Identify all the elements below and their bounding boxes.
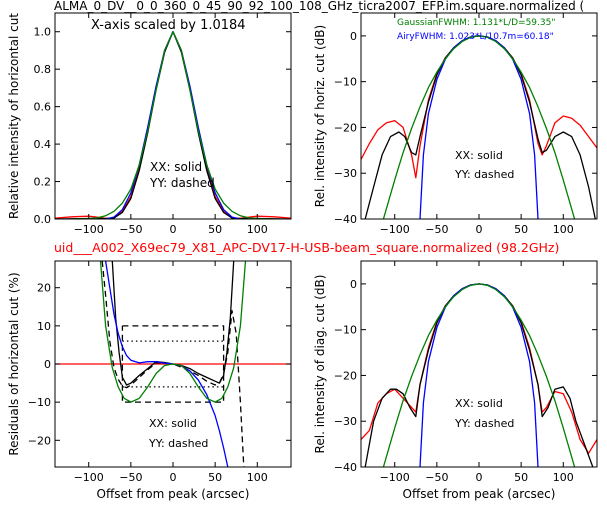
- chart-annotation: XX: solid: [150, 160, 202, 174]
- x-tick-label: −50: [425, 223, 448, 236]
- x-tick-label: −100: [74, 223, 104, 236]
- x-tick-label: 100: [553, 471, 574, 484]
- series-line: [55, 31, 291, 219]
- chart-annotation: X-axis scaled by 1.0184: [91, 18, 246, 33]
- x-tick-label: 0: [170, 471, 177, 484]
- series-line: [364, 283, 594, 467]
- y-tick-label: 0.2: [34, 176, 52, 189]
- series-line: [104, 261, 229, 467]
- series-line: [111, 261, 235, 386]
- y-tick-label: 0: [350, 278, 357, 291]
- x-tick-label: 50: [514, 223, 528, 236]
- chart-annotation: XX: solid: [455, 397, 503, 410]
- series-line: [364, 35, 596, 219]
- y-tick-label: 0.8: [34, 63, 52, 76]
- plot-area: [55, 261, 291, 467]
- series-line: [105, 31, 241, 219]
- y-tick-label: −20: [28, 434, 51, 447]
- y-tick-label: −10: [334, 76, 357, 89]
- y-axis-label: Relative intensity of horizontal cut: [7, 13, 21, 219]
- y-tick-label: −10: [28, 396, 51, 409]
- legend-entry: GaussianFWHM: 1.131*L/D=59.35": [397, 18, 555, 28]
- legend-entry: AiryFWHM: 1.023*L/10.7m=60.18": [397, 32, 554, 42]
- figure-title: ALMA_0_DV__0_0_360_0_45_90_92_100_108_GH…: [54, 0, 584, 13]
- x-tick-label: 50: [208, 471, 222, 484]
- series-line: [101, 261, 245, 467]
- axes-frame: [360, 260, 598, 468]
- x-tick-label: 100: [247, 223, 268, 236]
- series-line: [99, 261, 247, 403]
- x-tick-label: 0: [476, 223, 483, 236]
- series-line: [382, 35, 576, 219]
- series-line: [419, 35, 539, 219]
- x-tick-label: 0: [170, 223, 177, 236]
- panel-subtitle: uid___A002_X69ec79_X81_APC-DV17-H-USB-be…: [54, 240, 559, 255]
- axes-frame: [360, 12, 598, 220]
- series-line: [55, 31, 291, 219]
- chart-annotation: YY: dashed: [454, 168, 514, 181]
- y-tick-label: −40: [334, 461, 357, 474]
- plot-area: [361, 35, 597, 219]
- x-tick-label: 100: [247, 471, 268, 484]
- y-tick-label: 20: [37, 282, 51, 295]
- y-tick-label: −20: [334, 121, 357, 134]
- y-tick-label: 0.6: [34, 101, 52, 114]
- x-tick-label: 50: [514, 471, 528, 484]
- plot-area: [55, 31, 291, 219]
- x-tick-label: 50: [208, 223, 222, 236]
- series-line: [71, 31, 275, 219]
- x-tick-label: −100: [74, 471, 104, 484]
- y-tick-label: −40: [334, 213, 357, 226]
- chart-annotation: XX: solid: [455, 149, 503, 162]
- y-axis-label: Residuals of horizontal cut (%): [7, 272, 21, 455]
- x-tick-label: −50: [425, 471, 448, 484]
- series-line: [382, 283, 576, 467]
- x-tick-label: −50: [119, 223, 142, 236]
- chart-annotation: YY: dashed: [454, 417, 514, 430]
- chart-annotation: XX: solid: [149, 417, 197, 430]
- y-tick-label: −10: [334, 324, 357, 337]
- x-tick-label: −100: [380, 223, 410, 236]
- x-axis-label: Offset from peak (arcsec): [403, 487, 556, 501]
- panel-top-left: −100 −50 0 50 100 0.0 0.2 0.4 0.6 0.8 1.0 Relative …: [7, 12, 292, 236]
- y-tick-label: 1.0: [34, 26, 52, 39]
- chart-annotation: YY: dashed: [148, 437, 208, 450]
- y-tick-label: −30: [334, 415, 357, 428]
- y-tick-label: 0: [44, 358, 51, 371]
- y-axis-label: Rel. intensity of horiz. cut (dB): [313, 25, 327, 207]
- series-line: [419, 283, 539, 467]
- x-axis-label: Offset from peak (arcsec): [97, 487, 250, 501]
- chart-annotation: YY: dashed: [149, 176, 215, 190]
- y-tick-label: 10: [37, 320, 51, 333]
- y-tick-label: −20: [334, 369, 357, 382]
- y-tick-label: −30: [334, 167, 357, 180]
- plot-area: [361, 283, 597, 467]
- x-tick-label: −50: [119, 471, 142, 484]
- y-tick-label: 0: [350, 30, 357, 43]
- x-tick-label: 100: [553, 223, 574, 236]
- y-tick-label: 0.0: [34, 213, 52, 226]
- x-tick-label: −100: [380, 471, 410, 484]
- x-tick-label: 0: [476, 471, 483, 484]
- y-axis-label: Rel. intensity of diag. cut (dB): [313, 275, 327, 454]
- y-tick-label: 0.4: [34, 138, 52, 151]
